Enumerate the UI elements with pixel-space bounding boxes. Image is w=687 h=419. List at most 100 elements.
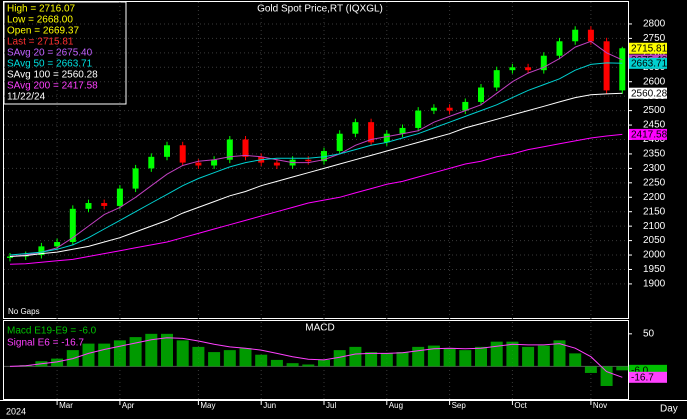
candle-body bbox=[430, 107, 437, 111]
y-tick-label: 2100 bbox=[643, 221, 666, 232]
macd-bar bbox=[365, 352, 378, 367]
price-tag: 2663.71 bbox=[631, 58, 668, 69]
macd-bar bbox=[129, 337, 142, 367]
legend-entry: 11/22/24 bbox=[7, 92, 46, 103]
macd-bar bbox=[223, 350, 236, 367]
price-tag: 2560.28 bbox=[631, 88, 668, 99]
candle-body bbox=[164, 145, 170, 157]
legend-entry: SAvg 200 = 2417.58 bbox=[7, 81, 98, 92]
candle-body bbox=[478, 87, 484, 102]
candle-body bbox=[85, 203, 92, 209]
price-tag-box bbox=[629, 42, 667, 54]
macd-bar bbox=[176, 340, 189, 367]
candle-body bbox=[383, 133, 390, 143]
macd-bar bbox=[506, 341, 519, 367]
x-tick-label: Nov bbox=[593, 401, 607, 410]
macd-bar bbox=[192, 346, 205, 367]
price-tag: 2715.81 bbox=[631, 43, 668, 54]
x-tick-label: Jul bbox=[326, 401, 336, 410]
candle-body bbox=[399, 127, 406, 134]
macd-bar bbox=[349, 346, 362, 367]
candle-body bbox=[38, 246, 45, 256]
x-tick-label: Jun bbox=[263, 401, 276, 410]
period-label: Day bbox=[660, 404, 678, 415]
macd-bar bbox=[600, 366, 613, 386]
macd-bar bbox=[239, 348, 252, 367]
year-label: 2024 bbox=[6, 406, 26, 416]
legend-entry: Macd E19-E9 = -6.0 bbox=[7, 326, 97, 337]
candle-body bbox=[587, 29, 594, 42]
macd-bar bbox=[475, 346, 487, 367]
candle-body bbox=[69, 208, 76, 243]
candle-body bbox=[148, 156, 155, 169]
x-tick-label: Sep bbox=[452, 401, 467, 410]
candle-body bbox=[321, 151, 327, 162]
macd-tag-box bbox=[629, 364, 667, 376]
candle-body bbox=[132, 168, 139, 189]
y-tick-label: 2450 bbox=[643, 120, 666, 131]
candle-body bbox=[195, 162, 202, 166]
candle-body bbox=[54, 242, 61, 247]
macd-bar bbox=[553, 340, 566, 367]
signal-line bbox=[9, 337, 623, 378]
macd-bar bbox=[380, 353, 393, 367]
x-tick-label: Aug bbox=[389, 401, 403, 410]
moving-average bbox=[9, 92, 623, 257]
macd-bar bbox=[98, 343, 111, 367]
macd-bar bbox=[537, 345, 550, 367]
price-tag-box bbox=[629, 128, 667, 140]
y-tick-label: 50 bbox=[643, 328, 655, 339]
candle-body bbox=[211, 159, 218, 166]
price-panel bbox=[3, 1, 629, 319]
macd-bar bbox=[286, 363, 299, 367]
candle-body bbox=[242, 139, 249, 157]
chart-title: Gold Spot Price,RT (IQXGL) bbox=[257, 4, 383, 15]
macd-title: MACD bbox=[305, 323, 334, 334]
macd-tag-box bbox=[629, 371, 667, 383]
note: No Gaps bbox=[8, 307, 40, 316]
macd-tag: -6.0 bbox=[631, 365, 649, 376]
moving-average bbox=[9, 133, 623, 265]
macd-bar bbox=[161, 333, 173, 367]
macd-bar bbox=[82, 343, 95, 367]
candle-body bbox=[116, 188, 123, 206]
candle-body bbox=[273, 162, 280, 166]
macd-bar bbox=[443, 348, 456, 367]
macd-bar bbox=[396, 352, 409, 367]
x-tick-label: Apr bbox=[122, 401, 135, 410]
candle-body bbox=[336, 133, 343, 152]
candle-body bbox=[101, 203, 108, 206]
price-tag: 2417.58 bbox=[631, 130, 668, 141]
candle-body bbox=[305, 159, 312, 162]
legend-entry: SAvg 20 = 2675.40 bbox=[7, 48, 93, 59]
macd-bar bbox=[208, 352, 221, 367]
legend-entry: SAvg 50 = 2663.71 bbox=[7, 59, 93, 70]
macd-panel bbox=[3, 320, 629, 400]
macd-tag: -16.7 bbox=[631, 372, 654, 383]
macd-bar bbox=[569, 353, 582, 367]
macd-bar bbox=[145, 333, 158, 367]
y-tick-label: 2050 bbox=[643, 235, 666, 246]
macd-legend-box bbox=[4, 321, 114, 351]
y-tick-label: 1900 bbox=[643, 279, 666, 290]
macd-bar bbox=[255, 354, 268, 367]
y-tick-label: 2250 bbox=[643, 177, 666, 188]
candle-body bbox=[572, 29, 579, 42]
candle-body bbox=[540, 55, 547, 71]
candle-body bbox=[603, 41, 610, 91]
candle-body bbox=[446, 107, 453, 111]
macd-bar bbox=[270, 359, 283, 367]
macd-bar bbox=[333, 350, 346, 367]
macd-bar bbox=[459, 350, 472, 367]
x-tick-label: Oct bbox=[514, 401, 527, 410]
price-tag-box bbox=[629, 57, 667, 69]
y-tick-label: 2600 bbox=[643, 76, 666, 87]
candle-body bbox=[7, 256, 13, 258]
legend-entry: High = 2716.07 bbox=[7, 4, 76, 15]
macd-bar bbox=[427, 345, 440, 367]
candle-body bbox=[415, 110, 422, 128]
macd-bar bbox=[490, 341, 503, 367]
legend-entry: Open = 2669.37 bbox=[7, 26, 79, 37]
legend-entry: Low = 2668.00 bbox=[7, 15, 73, 26]
